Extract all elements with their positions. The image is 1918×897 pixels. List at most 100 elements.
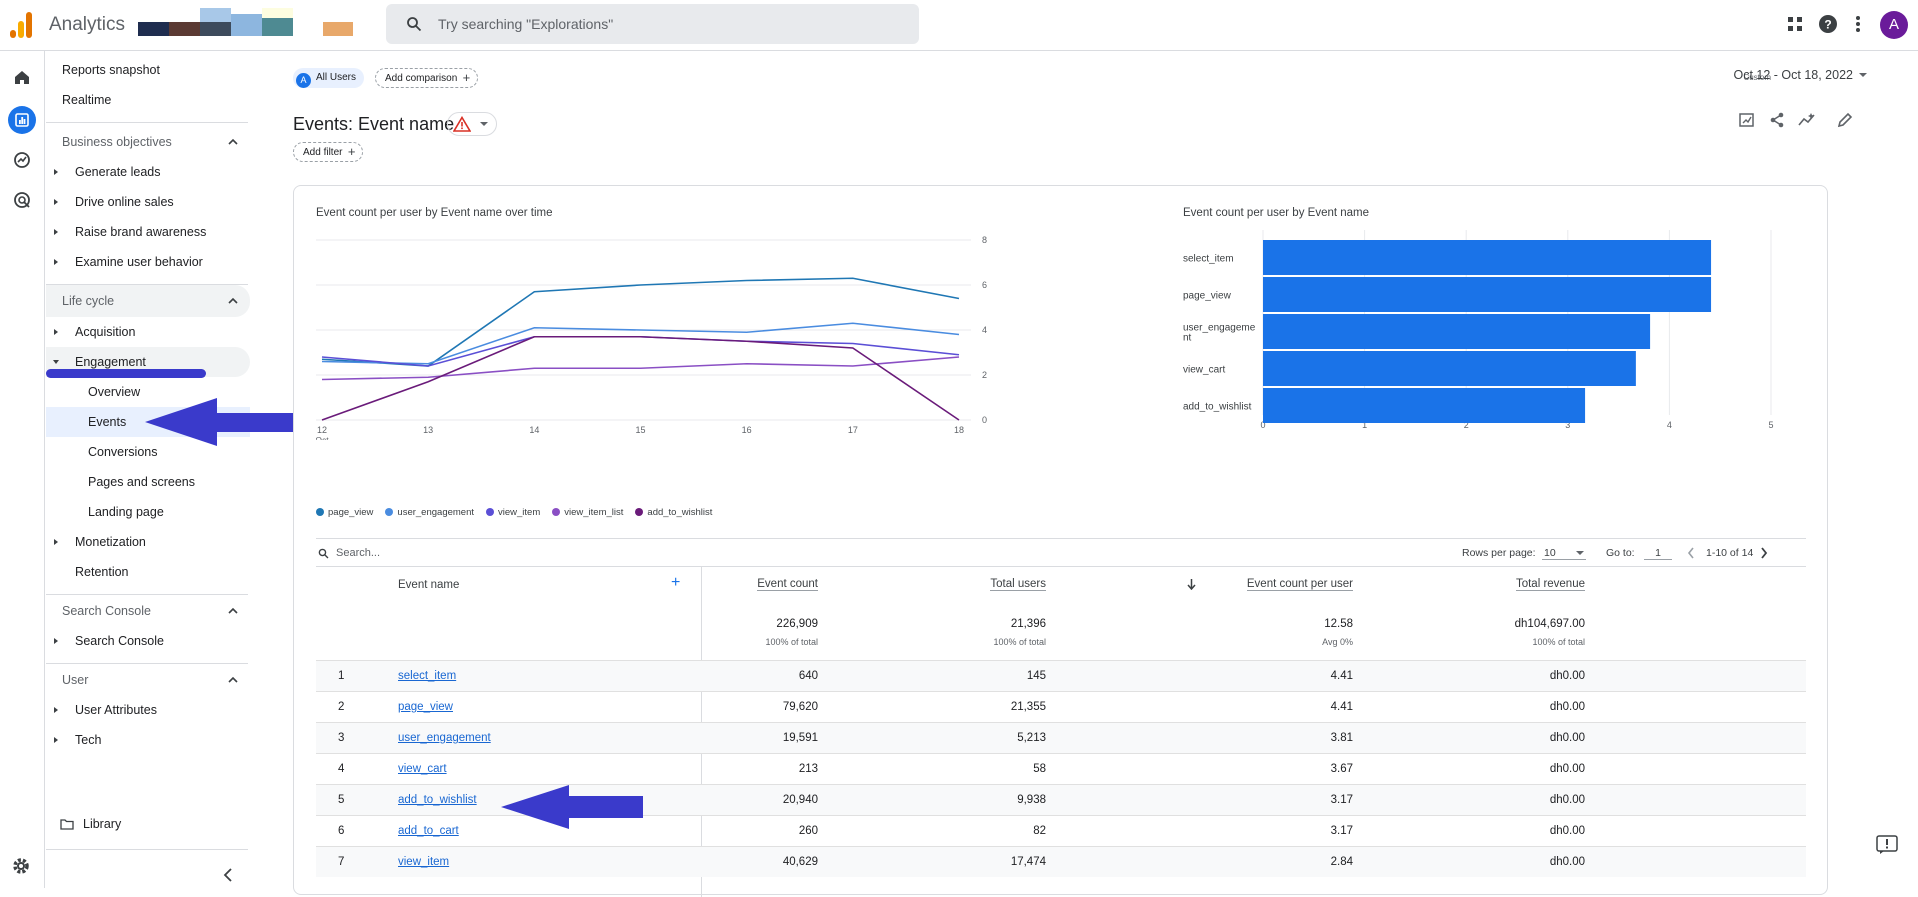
prev-page-chevron-icon[interactable]: [1687, 547, 1695, 559]
expand-arrow-icon: [54, 707, 58, 713]
rows-per-page-select[interactable]: 10: [1542, 547, 1586, 560]
col-header-event-name[interactable]: Event name: [398, 579, 460, 591]
table-row[interactable]: 3 user_engagement 19,591 5,213 3.81 dh0.00: [316, 722, 1806, 753]
main-content: A All Users Add comparison + Custom Oct 12…: [253, 51, 1918, 897]
section-business-objectives[interactable]: Business objectives: [46, 127, 250, 157]
table-row[interactable]: 4 view_cart 213 58 3.67 dh0.00: [316, 753, 1806, 784]
series-line-add_to_wishlist[interactable]: [321, 335, 960, 421]
sidebar-item-label: Pages and screens: [88, 475, 196, 489]
legend-item[interactable]: user_engagement: [385, 507, 474, 518]
section-user[interactable]: User: [46, 665, 250, 695]
bar[interactable]: [1263, 314, 1651, 349]
collapse-sidebar-chevron-left-icon[interactable]: [223, 868, 233, 882]
col-header-event-count-per-user[interactable]: Event count per user: [1246, 578, 1353, 591]
cell-revenue: dh0.00: [1549, 763, 1585, 775]
reports-icon[interactable]: [8, 106, 36, 134]
section-label: User: [62, 673, 89, 687]
total-revenue-sub: 100% of total: [1532, 637, 1585, 647]
help-icon[interactable]: ?: [1815, 11, 1841, 37]
customize-report-icon[interactable]: [1738, 111, 1756, 129]
event-name-link[interactable]: add_to_cart: [398, 825, 459, 837]
sidebar-item-examine-user-behavior[interactable]: Examine user behavior: [46, 247, 250, 277]
series-line-page_view[interactable]: [321, 277, 960, 367]
col-header-event-count[interactable]: Event count: [757, 578, 818, 591]
home-icon[interactable]: [8, 63, 36, 91]
sidebar-item-raise-brand-awareness[interactable]: Raise brand awareness: [46, 217, 250, 247]
sidebar-item-retention[interactable]: Retention: [46, 557, 250, 587]
bar[interactable]: [1263, 277, 1712, 312]
feedback-icon[interactable]: [1876, 835, 1898, 855]
next-page-chevron-icon[interactable]: [1760, 547, 1768, 559]
table-row[interactable]: 2 page_view 79,620 21,355 4.41 dh0.00: [316, 691, 1806, 722]
bar[interactable]: [1263, 351, 1636, 386]
sidebar-item-user-attributes[interactable]: User Attributes: [46, 695, 250, 725]
event-name-link[interactable]: user_engagement: [398, 732, 491, 744]
series-line-user_engagement[interactable]: [321, 322, 960, 365]
date-range-value: Oct 12 - Oct 18, 2022: [1733, 68, 1853, 82]
category-label: add_to_wishlist: [1183, 402, 1252, 413]
table-row[interactable]: 7 view_item 40,629 17,474 2.84 dh0.00: [316, 846, 1806, 877]
sidebar-item-monetization[interactable]: Monetization: [46, 527, 250, 557]
add-dimension-plus-icon[interactable]: +: [671, 574, 681, 591]
sidebar-item-drive-online-sales[interactable]: Drive online sales: [46, 187, 250, 217]
sidebar-item-reports-snapshot[interactable]: Reports snapshot: [46, 55, 250, 85]
account-selector[interactable]: [138, 8, 393, 36]
search-icon: [407, 17, 422, 32]
x-tick-label: 0: [1260, 420, 1265, 430]
legend-item[interactable]: view_item_list: [552, 507, 623, 518]
line-chart[interactable]: 0 2 4 6 8 12 13 14 15 16 17 18 Oct: [316, 230, 1016, 440]
sidebar-item-acquisition[interactable]: Acquisition: [46, 317, 250, 347]
event-name-link[interactable]: page_view: [398, 701, 453, 713]
table-row[interactable]: 6 add_to_cart 260 82 3.17 dh0.00: [316, 815, 1806, 846]
search-input[interactable]: Try searching "Explorations": [386, 4, 919, 44]
x-tick-label: 13: [423, 425, 433, 435]
sidebar-item-generate-leads[interactable]: Generate leads: [46, 157, 250, 187]
section-search-console[interactable]: Search Console: [46, 596, 250, 626]
event-name-link[interactable]: select_item: [398, 670, 457, 682]
legend-item[interactable]: page_view: [316, 507, 373, 518]
legend-item[interactable]: view_item: [486, 507, 540, 518]
sidebar-item-overview[interactable]: Overview: [46, 377, 250, 407]
section-life-cycle[interactable]: Life cycle: [46, 285, 250, 317]
legend-item[interactable]: add_to_wishlist: [635, 507, 712, 518]
col-header-total-users[interactable]: Total users: [990, 578, 1046, 591]
expand-arrow-icon: [54, 539, 58, 545]
sidebar-item-conversions[interactable]: Conversions: [46, 437, 250, 467]
chevron-up-icon: [228, 297, 238, 304]
date-range-picker[interactable]: Oct 12 - Oct 18, 2022: [1733, 68, 1867, 82]
more-vert-icon[interactable]: [1845, 11, 1871, 37]
table-row[interactable]: 1 select_item 640 145 4.41 dh0.00: [316, 660, 1806, 691]
sidebar-item-library[interactable]: Library: [46, 809, 250, 839]
all-users-chip[interactable]: A All Users: [293, 68, 365, 88]
data-quality-warning[interactable]: [447, 112, 497, 136]
sidebar-item-realtime[interactable]: Realtime: [46, 85, 250, 115]
event-name-link[interactable]: view_item: [398, 856, 450, 868]
analytics-logo-icon[interactable]: [10, 10, 36, 38]
apps-grid-icon[interactable]: [1782, 11, 1808, 37]
sidebar-item-search-console[interactable]: Search Console: [46, 626, 250, 656]
series-line-view_item[interactable]: [321, 335, 960, 367]
add-comparison-button[interactable]: Add comparison +: [375, 68, 479, 88]
sidebar-item-landing-page[interactable]: Landing page: [46, 497, 250, 527]
bar[interactable]: [1263, 388, 1586, 423]
sidebar-item-tech[interactable]: Tech: [46, 725, 250, 755]
explore-icon[interactable]: [8, 146, 36, 174]
sidebar-item-pages-and-screens[interactable]: Pages and screens: [46, 467, 250, 497]
edit-pencil-icon[interactable]: [1836, 111, 1854, 129]
table-search-input[interactable]: Search...: [336, 547, 381, 559]
settings-gear-icon[interactable]: [9, 854, 33, 878]
bar[interactable]: [1263, 240, 1712, 275]
event-name-link[interactable]: add_to_wishlist: [398, 794, 477, 806]
share-icon[interactable]: [1768, 111, 1786, 129]
avatar[interactable]: A: [1880, 11, 1908, 39]
col-header-total-revenue[interactable]: Total revenue: [1515, 578, 1585, 591]
legend-label: page_view: [328, 507, 374, 518]
insights-icon[interactable]: [1798, 111, 1816, 129]
add-filter-button[interactable]: Add filter +: [293, 142, 364, 162]
series-line-view_item_list[interactable]: [321, 356, 960, 381]
event-name-link[interactable]: view_cart: [398, 763, 447, 775]
goto-input[interactable]: 1: [1644, 547, 1672, 560]
advertising-icon[interactable]: [8, 186, 36, 214]
bar-chart[interactable]: 0 1 2 3 4 5 select_item page_view user_engagemen…: [1179, 230, 1799, 430]
caret-down-icon: [1576, 551, 1584, 555]
